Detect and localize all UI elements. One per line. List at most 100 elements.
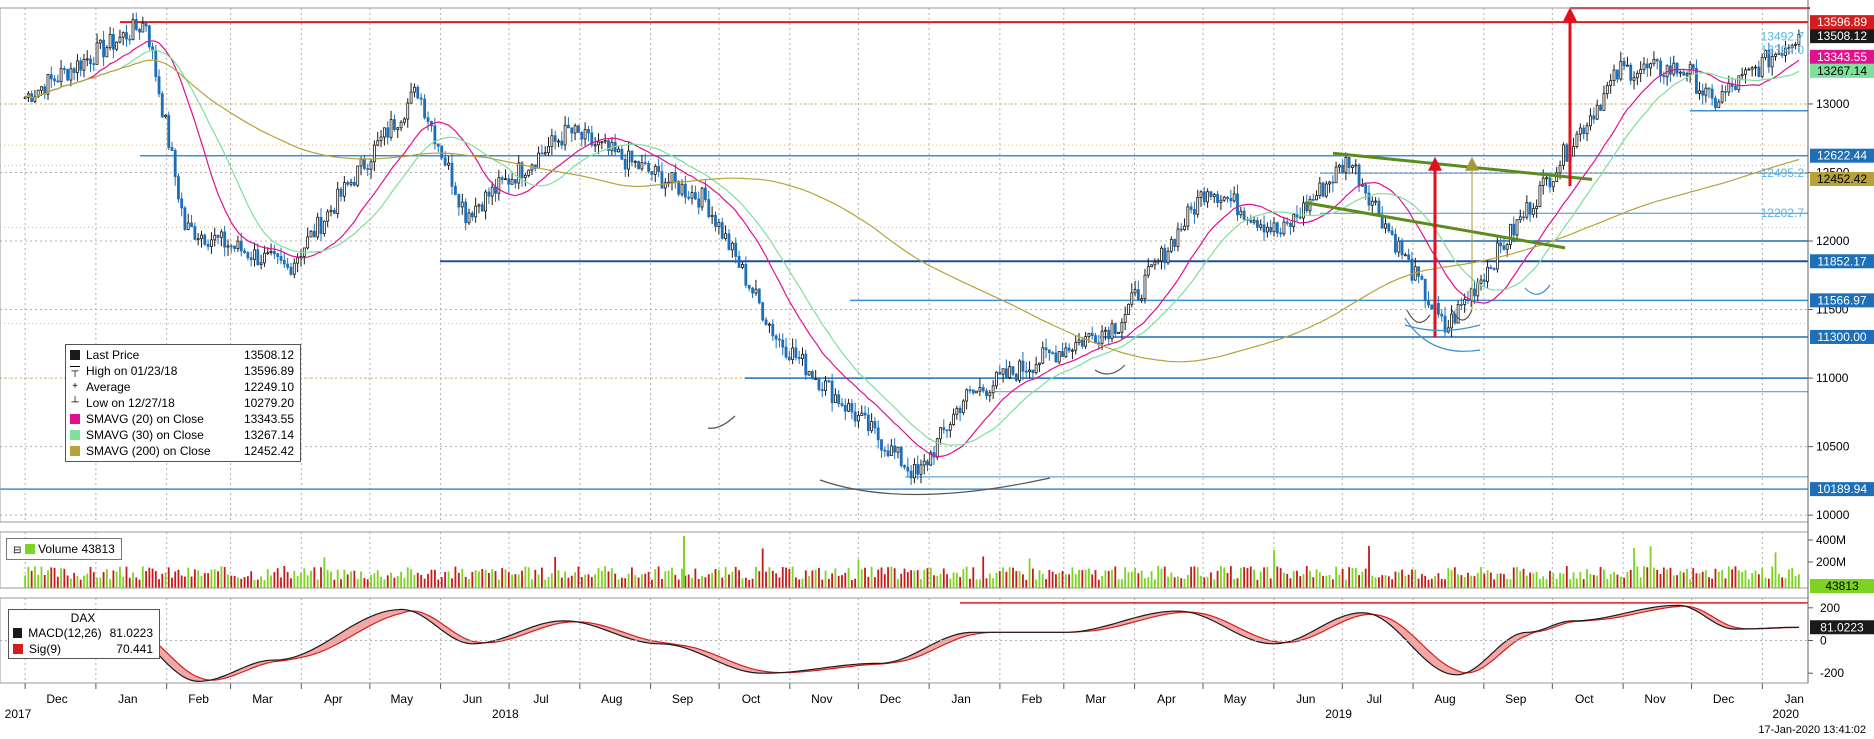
volume-bar bbox=[913, 570, 916, 588]
volume-bar bbox=[1338, 574, 1341, 588]
volume-bar bbox=[286, 572, 289, 588]
candle-body bbox=[213, 234, 217, 241]
candle-body bbox=[256, 249, 260, 265]
volume-bar bbox=[1467, 572, 1469, 588]
volume-bar bbox=[474, 570, 477, 588]
candle-body bbox=[443, 157, 447, 166]
volume-bar bbox=[83, 575, 85, 588]
candle-body bbox=[764, 319, 768, 326]
candle-body bbox=[1740, 73, 1744, 77]
volume-bar bbox=[112, 570, 115, 588]
candle-body bbox=[406, 102, 410, 120]
volume-bar bbox=[310, 570, 312, 588]
candle-body bbox=[513, 179, 517, 184]
candle-body bbox=[1337, 164, 1341, 168]
volume-bar bbox=[180, 575, 183, 588]
candle-body bbox=[955, 407, 959, 415]
candle-body bbox=[85, 58, 89, 61]
volume-bar bbox=[1226, 572, 1229, 588]
pattern-arc bbox=[1404, 317, 1481, 352]
candle-body bbox=[1364, 184, 1368, 194]
volume-bar bbox=[1623, 577, 1626, 588]
volume-bar bbox=[1015, 571, 1018, 588]
candle-body bbox=[1028, 369, 1031, 373]
candle-body bbox=[1720, 91, 1724, 103]
candle-body bbox=[102, 39, 106, 58]
candle-body bbox=[183, 207, 187, 230]
volume-bar bbox=[1629, 569, 1632, 588]
volume-bar bbox=[1381, 575, 1384, 588]
candle-body bbox=[1394, 234, 1397, 253]
candle-body bbox=[1572, 146, 1575, 157]
candle-body bbox=[747, 284, 751, 289]
volume-bar bbox=[641, 574, 643, 588]
candle-body bbox=[233, 245, 237, 249]
volume-bar bbox=[1761, 568, 1764, 588]
volume-bar bbox=[1167, 576, 1169, 588]
volume-bar bbox=[697, 578, 700, 588]
volume-bar bbox=[420, 574, 423, 588]
volume-bar bbox=[270, 575, 272, 588]
candle-body bbox=[680, 183, 684, 195]
collapse-icon[interactable]: ⊟ bbox=[13, 545, 22, 556]
candle-body bbox=[1695, 67, 1698, 94]
volume-bar bbox=[1411, 569, 1413, 588]
volume-bar bbox=[965, 566, 968, 588]
volume-bar bbox=[105, 569, 108, 588]
volume-bar bbox=[610, 568, 613, 588]
volume-bar bbox=[1058, 572, 1061, 588]
volume-bar bbox=[560, 577, 563, 588]
candle-body bbox=[1545, 177, 1548, 180]
candle-body bbox=[1459, 304, 1463, 306]
candle-body bbox=[1616, 69, 1619, 80]
volume-bar bbox=[1447, 568, 1450, 588]
candle-body bbox=[876, 427, 880, 441]
candle-body bbox=[1324, 183, 1328, 197]
candle-body bbox=[1004, 368, 1008, 378]
price-legend: Last Price 13508.12 ┬ High on 01/23/18 1359… bbox=[65, 344, 301, 462]
volume-bar bbox=[788, 569, 791, 588]
candle-body bbox=[1509, 223, 1512, 246]
candle-body bbox=[426, 117, 430, 122]
volume-bar bbox=[1727, 566, 1730, 588]
macd-tick-label: 200 bbox=[1820, 601, 1840, 615]
candle-body bbox=[467, 212, 471, 224]
pattern-arc bbox=[1406, 309, 1431, 323]
volume-bar bbox=[624, 578, 627, 588]
candle-body bbox=[1153, 261, 1157, 266]
volume-bar bbox=[34, 566, 36, 588]
candle-body bbox=[470, 212, 474, 218]
candle-body bbox=[416, 86, 420, 99]
volume-bar bbox=[461, 568, 464, 588]
candle-body bbox=[1780, 52, 1784, 56]
candle-body bbox=[1619, 60, 1623, 80]
price-label-bg bbox=[1810, 49, 1874, 64]
volume-bar bbox=[988, 573, 991, 588]
candle-body bbox=[693, 192, 697, 200]
candle-body bbox=[893, 445, 897, 453]
macd-legend: DAX MACD(12,26) 81.0223 Sig(9) 70.441 bbox=[8, 609, 160, 659]
candle-body bbox=[1074, 342, 1078, 351]
candle-body bbox=[56, 80, 60, 83]
volume-bar bbox=[1646, 567, 1649, 588]
candle-body bbox=[761, 302, 765, 321]
candle-body bbox=[1609, 80, 1613, 86]
candle-body bbox=[352, 181, 356, 186]
volume-bar bbox=[273, 572, 276, 588]
candle-body bbox=[164, 114, 167, 118]
volume-bar bbox=[557, 570, 560, 588]
candle-body bbox=[433, 125, 437, 145]
volume-bar bbox=[283, 566, 286, 588]
volume-bar bbox=[263, 579, 266, 588]
candle-body bbox=[253, 249, 256, 261]
volume-bar bbox=[1679, 571, 1682, 588]
volume-bar bbox=[1200, 575, 1202, 588]
volume-bar bbox=[246, 576, 249, 588]
candle-body bbox=[922, 460, 926, 466]
volume-bar bbox=[1532, 573, 1535, 588]
volume-bar bbox=[755, 566, 757, 588]
candle-body bbox=[757, 288, 761, 304]
candle-body bbox=[1642, 63, 1646, 70]
volume-bar bbox=[1279, 568, 1282, 588]
candle-body bbox=[737, 256, 741, 268]
